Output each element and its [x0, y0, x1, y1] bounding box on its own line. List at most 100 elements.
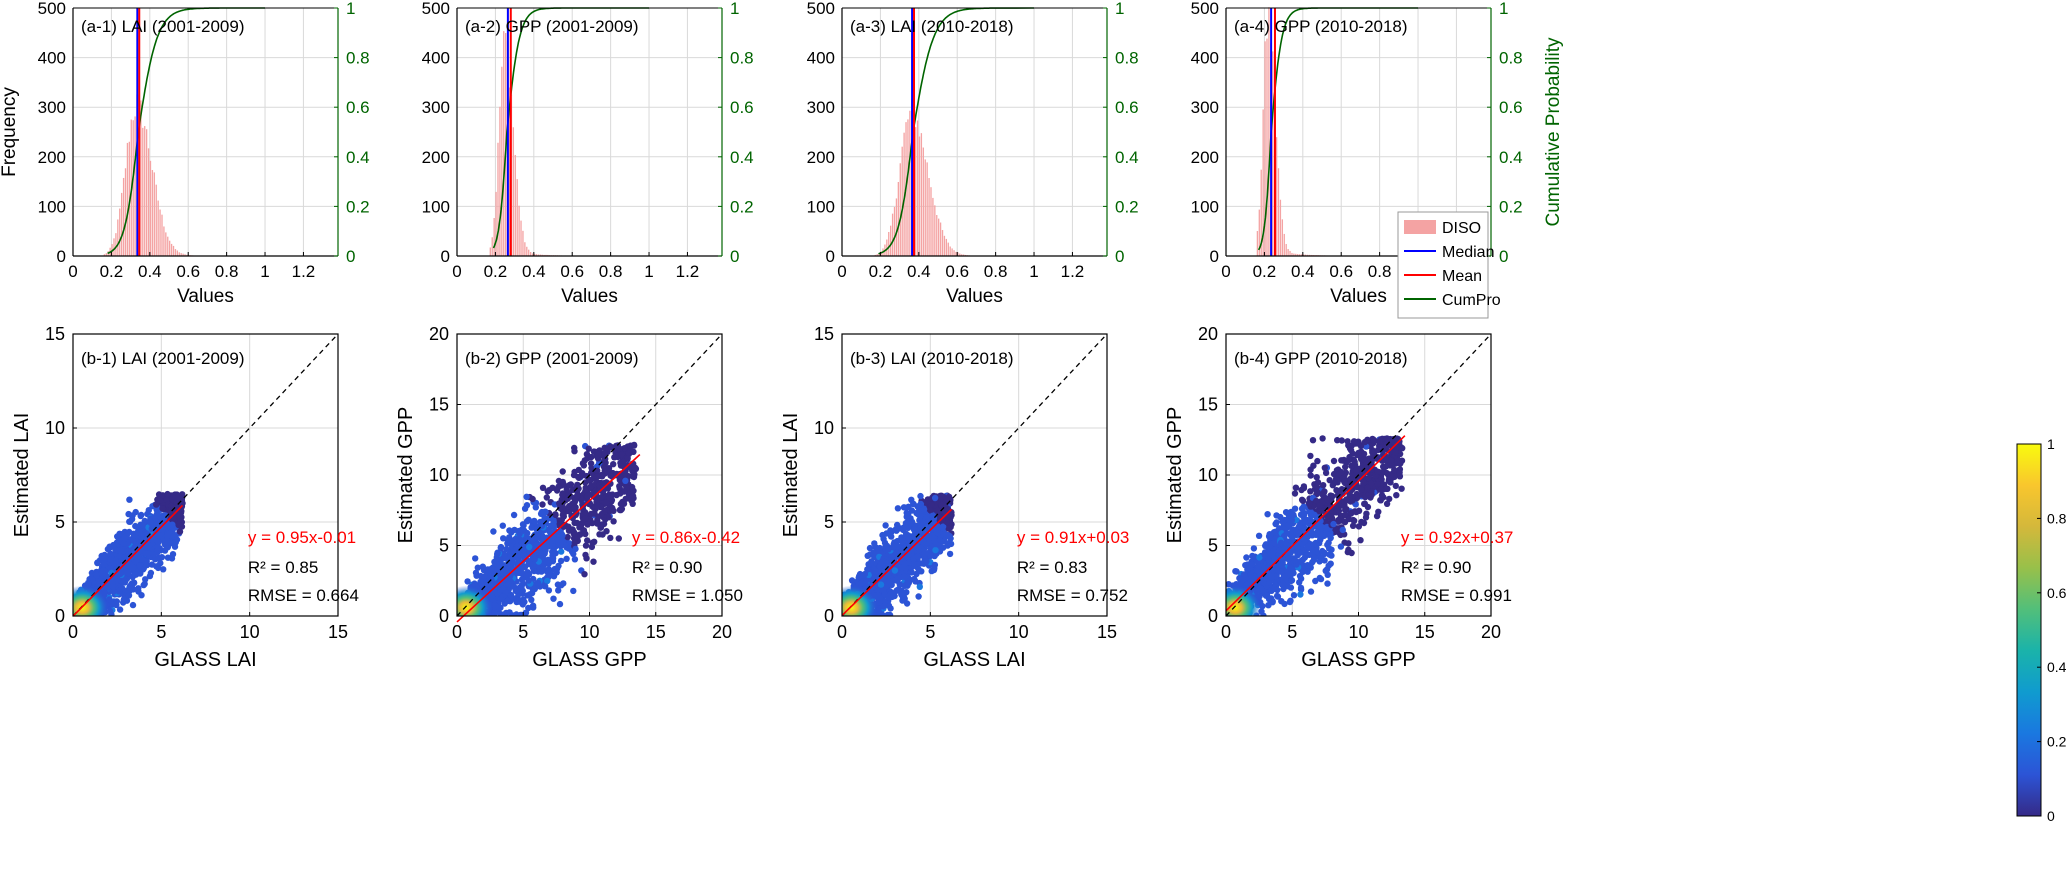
scatter-point	[126, 528, 133, 536]
scatter-point	[590, 558, 597, 565]
y-tick-label: 100	[38, 197, 66, 216]
scatter-point	[630, 441, 638, 449]
scatter-point	[542, 583, 549, 590]
scatter-point	[531, 556, 538, 563]
scatter-point	[596, 459, 603, 467]
histogram-bar	[1266, 38, 1268, 256]
scatter-point	[106, 596, 113, 603]
y-tick-label: 400	[422, 49, 450, 68]
fit-line	[841, 508, 953, 617]
scatter-point	[1349, 522, 1357, 529]
scatter-point	[161, 547, 169, 554]
scatter-point	[543, 557, 551, 565]
scatter-point	[1357, 537, 1364, 544]
scatter-point	[508, 529, 515, 536]
scatter-point	[913, 510, 920, 517]
scatter-point	[541, 550, 548, 557]
histogram-bar	[1304, 254, 1307, 256]
scatter-point	[630, 487, 637, 494]
scatter-point	[549, 552, 557, 560]
fit-line	[72, 504, 184, 617]
scatter-point	[519, 580, 527, 587]
histogram-bar	[169, 240, 171, 256]
scatter-point	[616, 490, 624, 497]
scatter-point	[602, 499, 610, 506]
scatter-point	[167, 540, 174, 547]
y2-tick-label: 0	[730, 247, 739, 266]
x-tick-label: 0.6	[560, 262, 584, 281]
scatter-point	[107, 565, 114, 572]
histogram-bar	[518, 205, 520, 256]
scatter-point	[931, 494, 939, 502]
scatter-point	[571, 556, 579, 563]
x-tick-label: 15	[1097, 622, 1117, 642]
scatter-point	[531, 517, 538, 525]
one-to-one-line	[72, 333, 339, 617]
y2-tick-label: 0.4	[1115, 148, 1139, 167]
scatter-point	[100, 561, 108, 568]
histogram-bar	[531, 253, 534, 256]
scatter-point	[120, 540, 128, 547]
scatter-point	[915, 566, 922, 573]
scatter-point	[921, 550, 928, 557]
scatter-point	[529, 602, 537, 609]
cumpro-line	[1257, 7, 1418, 251]
scatter-point	[160, 566, 167, 573]
histogram-bar	[144, 126, 146, 256]
scatter-point	[939, 523, 947, 530]
scatter-point	[1314, 457, 1321, 465]
histogram-bar	[1295, 253, 1297, 256]
histogram-bar	[1306, 254, 1308, 256]
scatter-point	[582, 487, 589, 495]
histogram-bar	[151, 170, 154, 256]
scatter-point	[170, 532, 178, 540]
scatter-point	[932, 546, 939, 554]
histogram-bar	[907, 119, 909, 256]
scatter-point	[917, 492, 924, 500]
histogram-bar	[126, 142, 129, 256]
scatter-point	[131, 571, 139, 578]
histogram-bar	[899, 163, 901, 256]
panel-title: (a-4) GPP (2010-2018)	[1234, 17, 1408, 36]
scatter-point	[888, 581, 895, 589]
r-squared: R² = 0.83	[1017, 558, 1087, 577]
scatter-point	[607, 443, 614, 450]
scatter-point	[146, 572, 154, 580]
scatter-point	[115, 588, 123, 595]
y-tick-label: 400	[38, 49, 66, 68]
scatter-point	[905, 579, 912, 587]
scatter-point	[544, 577, 551, 585]
scatter-point	[497, 580, 504, 588]
scatter-point	[110, 541, 117, 549]
histogram-bar	[528, 249, 530, 256]
scatter-point	[155, 554, 162, 562]
scatter-point	[570, 505, 577, 512]
scatter-point	[524, 569, 532, 576]
scatter-point	[118, 562, 125, 569]
scatter-point	[118, 569, 125, 576]
histogram-bar	[901, 146, 903, 256]
scatter-point	[110, 560, 117, 567]
scatter-point	[509, 559, 517, 566]
scatter-point	[882, 583, 890, 590]
scatter-point	[864, 566, 871, 573]
x-tick-label: 15	[646, 622, 666, 642]
y-tick-label: 0	[824, 606, 834, 626]
y2-tick-label: 0.8	[730, 49, 754, 68]
histogram-panel-a-4: 00.20.40.60.811.2010020030040050000.20.4…	[1191, 0, 1564, 307]
scatter-point	[893, 587, 901, 594]
scatter-point	[552, 511, 559, 519]
scatter-point	[516, 530, 523, 538]
histogram-bar	[121, 192, 123, 256]
histogram-bar	[124, 168, 127, 256]
histogram-bar	[134, 116, 136, 256]
scatter-point	[932, 540, 939, 548]
scatter-point	[559, 532, 566, 539]
scatter-point	[563, 555, 570, 562]
scatter-point	[518, 569, 525, 577]
histogram-bar	[489, 247, 491, 256]
histogram-bar	[161, 214, 163, 256]
histogram-bar	[945, 238, 948, 256]
scatter-point	[601, 507, 608, 515]
